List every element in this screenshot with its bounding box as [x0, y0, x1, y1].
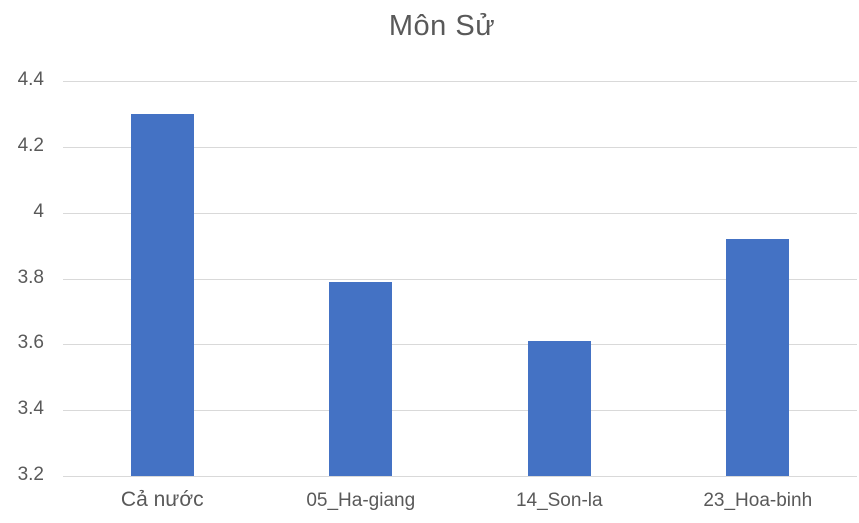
y-tick-label: 4.2: [17, 134, 44, 156]
plot-area: [63, 81, 857, 477]
gridline: [63, 278, 857, 280]
x-tick-label: 14_Son-la: [515, 490, 603, 511]
gridline: [63, 146, 857, 148]
x-tick-label: Cả nước: [120, 488, 204, 511]
gridline: [63, 212, 857, 214]
y-tick-label: 3.4: [17, 398, 44, 420]
y-tick-label: 4.4: [17, 69, 44, 90]
gridline: [63, 476, 857, 477]
y-tick-label: 3.6: [17, 332, 44, 354]
gridline: [63, 81, 857, 82]
gridline: [63, 410, 857, 412]
x-tick-label: 23_Hoa-binh: [703, 490, 813, 511]
y-tick-label: 4: [33, 200, 44, 222]
y-tick-label: 3.8: [17, 266, 44, 288]
bar: [527, 341, 591, 476]
y-tick-label: 3.2: [17, 464, 44, 485]
bar: [329, 281, 393, 476]
bar: [130, 113, 194, 476]
gridline: [63, 344, 857, 346]
bar: [726, 239, 790, 476]
chart-title: Môn Sử: [388, 10, 496, 42]
x-tick-label: 05_Ha-giang: [306, 490, 416, 511]
